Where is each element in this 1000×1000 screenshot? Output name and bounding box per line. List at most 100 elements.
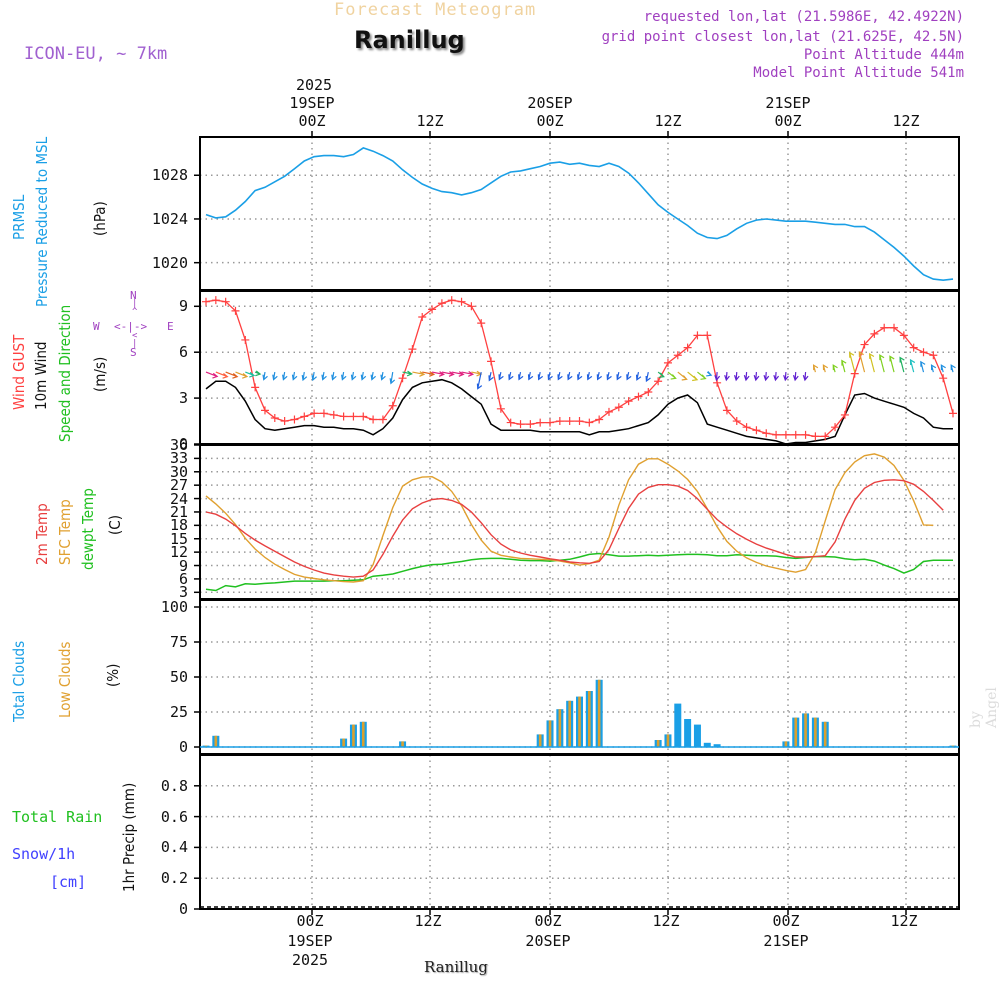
gust-point-26 <box>457 297 466 306</box>
gust-point-75 <box>939 374 948 383</box>
gust-point-41 <box>604 407 613 416</box>
wind-arrow-36 <box>557 371 563 381</box>
gust-point-50 <box>693 331 702 340</box>
gust-point-14 <box>339 412 348 421</box>
ytick-label-3-4: 100 <box>160 598 188 616</box>
wind-arrow-48 <box>677 371 688 381</box>
gust-point-54 <box>732 417 741 426</box>
panel-frame-2 <box>199 444 960 600</box>
gust-point-4 <box>241 335 250 344</box>
gust-point-61 <box>801 430 810 439</box>
ytick-label-3-2: 50 <box>169 668 188 686</box>
label-total-rain: Total Rain <box>12 808 103 826</box>
gust-point-58 <box>772 430 781 439</box>
gust-point-32 <box>516 420 525 429</box>
wind-arrow-58 <box>773 372 780 382</box>
gust-point-63 <box>821 432 830 441</box>
wind-arrow-64 <box>832 364 838 373</box>
gust-point-31 <box>506 418 515 427</box>
wind-arrow-46 <box>657 371 665 378</box>
compass-s: S <box>130 346 137 359</box>
wind-arrow-17 <box>370 371 377 381</box>
gust-point-9 <box>290 415 299 424</box>
gust-point-37 <box>565 417 574 426</box>
cloud-low-bar-46 <box>656 740 660 747</box>
requested-coords: requested lon,lat (21.5986E, 42.4922N) <box>643 9 964 25</box>
top-axis-year: 2025 <box>295 76 333 94</box>
wind-arrow-45 <box>645 371 651 383</box>
series-sfc-temp <box>205 453 934 583</box>
wind-arrow-32 <box>518 371 524 381</box>
meteogram-title: Forecast Meteogram <box>334 0 537 20</box>
gust-point-15 <box>349 412 358 421</box>
gust-point-69 <box>880 323 889 332</box>
wind-arrow-50 <box>697 371 707 380</box>
cloud-low-bar-62 <box>814 717 817 747</box>
ytick-label-1-0: 0 <box>178 435 188 453</box>
wind-arrow-60 <box>792 372 799 382</box>
gust-point-0 <box>202 297 210 306</box>
wind-arrow-20 <box>402 370 413 377</box>
wind-arrow-65 <box>841 359 847 373</box>
ytick-label-1-2: 6 <box>178 343 188 362</box>
wind-arrow-30 <box>498 371 504 381</box>
wind-arrow-40 <box>596 371 603 381</box>
wind-arrow-56 <box>753 372 760 382</box>
wind-arrow-28 <box>476 371 483 390</box>
wind-arrow-22 <box>422 371 436 377</box>
compass-n: N <box>130 289 137 302</box>
cloud-total-bar-50 <box>693 724 701 747</box>
gust-point-62 <box>811 432 820 441</box>
cloud-low-bar-35 <box>548 720 552 747</box>
bottom-station-name: Ranillug <box>424 958 488 976</box>
ytick-label-2-1: 6 <box>178 569 188 588</box>
wind-arrow-15 <box>350 371 357 381</box>
ytick-label-2-0: 3 <box>178 583 188 602</box>
gust-point-39 <box>585 418 594 427</box>
bottom-axis-hour-1: 12Z <box>414 912 442 930</box>
wind-arrow-67 <box>858 351 866 373</box>
gust-point-55 <box>742 423 751 432</box>
compass-e: E <box>167 320 174 333</box>
wind-arrow-54 <box>733 372 740 382</box>
gust-point-64 <box>831 423 840 432</box>
cloud-low-bar-14 <box>342 738 345 747</box>
bottom-axis-day-0: 19SEP <box>287 932 333 950</box>
label-snow: Snow/1h <box>12 845 76 863</box>
gust-point-60 <box>791 430 800 439</box>
gust-point-44 <box>634 392 643 401</box>
compass-south-arrow: < | <box>132 331 138 349</box>
wind-arrow-26 <box>461 371 475 377</box>
bottom-axis-hour-2: 00Z <box>534 912 562 930</box>
gust-point-22 <box>418 313 427 322</box>
wind-arrow-0 <box>205 371 219 379</box>
gust-point-21 <box>408 345 417 354</box>
wind-arrow-16 <box>360 371 367 381</box>
model-name: ICON-EU, ~ 7km <box>24 44 168 64</box>
ytick-label-2-2: 9 <box>178 556 188 575</box>
cloud-total-bar-48 <box>674 703 682 747</box>
wind-arrow-74 <box>930 364 937 373</box>
gust-point-34 <box>536 418 545 427</box>
ytick-label-2-7: 24 <box>169 489 188 508</box>
ytick-label-4-1: 0.2 <box>160 869 188 888</box>
series-2m-temp <box>205 479 944 578</box>
gust-point-12 <box>319 409 328 418</box>
wind-arrow-69 <box>879 354 885 373</box>
gust-point-10 <box>300 412 309 421</box>
gust-point-3 <box>231 306 240 315</box>
cloud-total-bar-49 <box>684 719 692 747</box>
wind-arrow-10 <box>301 371 308 382</box>
label-snow-unit: [cm] <box>50 873 87 891</box>
gust-point-72 <box>909 343 918 352</box>
wind-arrow-9 <box>291 371 298 381</box>
compass-w: W <box>93 320 100 333</box>
wind-arrow-72 <box>909 358 916 373</box>
bottom-axis-hour-5: 12Z <box>890 912 918 930</box>
bottom-axis-hour-0: 00Z <box>296 912 324 930</box>
wind-arrow-63 <box>822 364 829 373</box>
ytick-label-2-11: 36 <box>169 436 188 454</box>
ytick-label-2-3: 12 <box>169 543 188 562</box>
wind-arrow-66 <box>849 351 856 373</box>
